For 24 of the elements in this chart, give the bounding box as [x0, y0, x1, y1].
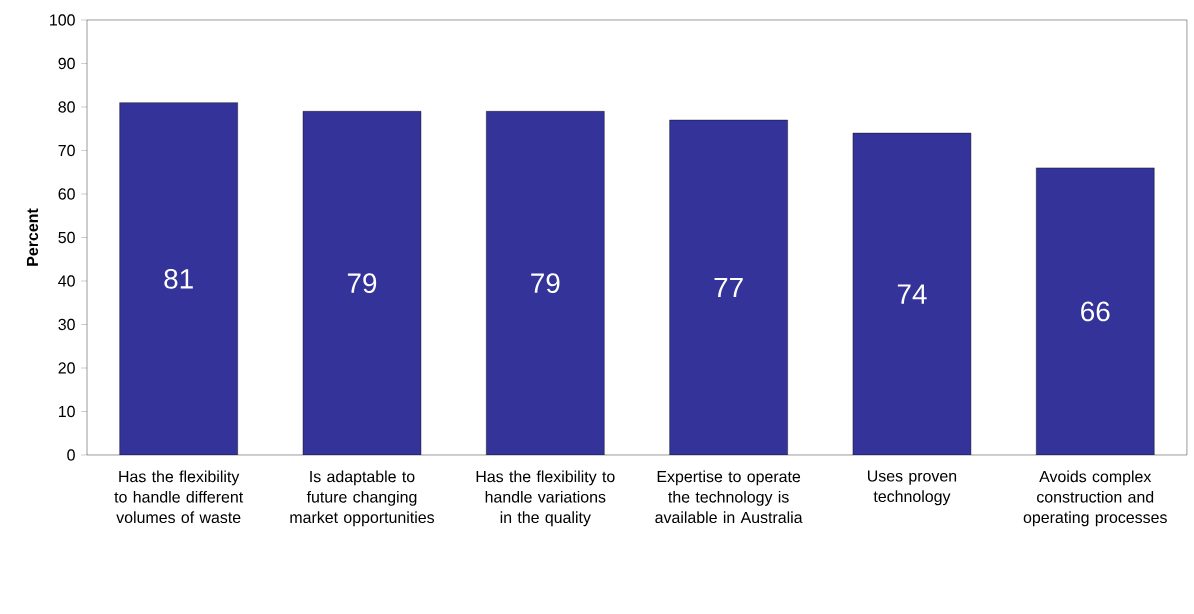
y-tick-label: 40	[58, 275, 75, 287]
y-tick-label: 80	[58, 101, 75, 113]
x-tick-label: Expertise to operate the technology is available in Australia	[655, 470, 803, 524]
x-tick-label: Uses proven technology	[867, 470, 957, 506]
y-tick-label: 60	[58, 188, 75, 200]
data-label: 79	[531, 273, 560, 294]
x-tick-label: Has the flexibility to handle variations in the quality	[476, 470, 615, 527]
y-tick-label: 0	[67, 449, 75, 461]
x-tick-label: Avoids complex construction and operating processes	[1023, 470, 1167, 527]
data-label: 81	[164, 268, 193, 289]
data-label: 74	[897, 284, 927, 304]
y-tick-label: 50	[58, 231, 75, 244]
y-tick-label: 100	[50, 14, 75, 26]
y-tick-label: 10	[58, 405, 75, 418]
y-tick-label: 70	[58, 144, 75, 157]
data-label: 66	[1081, 301, 1110, 322]
x-tick-label: Is adaptable to future changing market opportunities	[290, 470, 435, 527]
y-tick-label: 30	[58, 318, 75, 331]
y-tick-label: 20	[58, 362, 75, 374]
x-tick-label: Has the flexibility to handle different volumes of waste	[114, 470, 244, 524]
data-label: 79	[347, 273, 377, 294]
y-axis-title: Percent	[26, 208, 39, 266]
data-label: 77	[714, 277, 743, 298]
y-tick-label: 90	[58, 57, 75, 70]
